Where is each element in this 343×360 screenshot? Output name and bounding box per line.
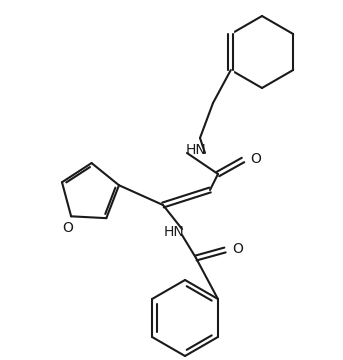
Text: O: O [250, 152, 261, 166]
Text: O: O [232, 242, 243, 256]
Text: O: O [63, 221, 73, 235]
Text: HN: HN [186, 143, 206, 157]
Text: HN: HN [164, 225, 185, 239]
